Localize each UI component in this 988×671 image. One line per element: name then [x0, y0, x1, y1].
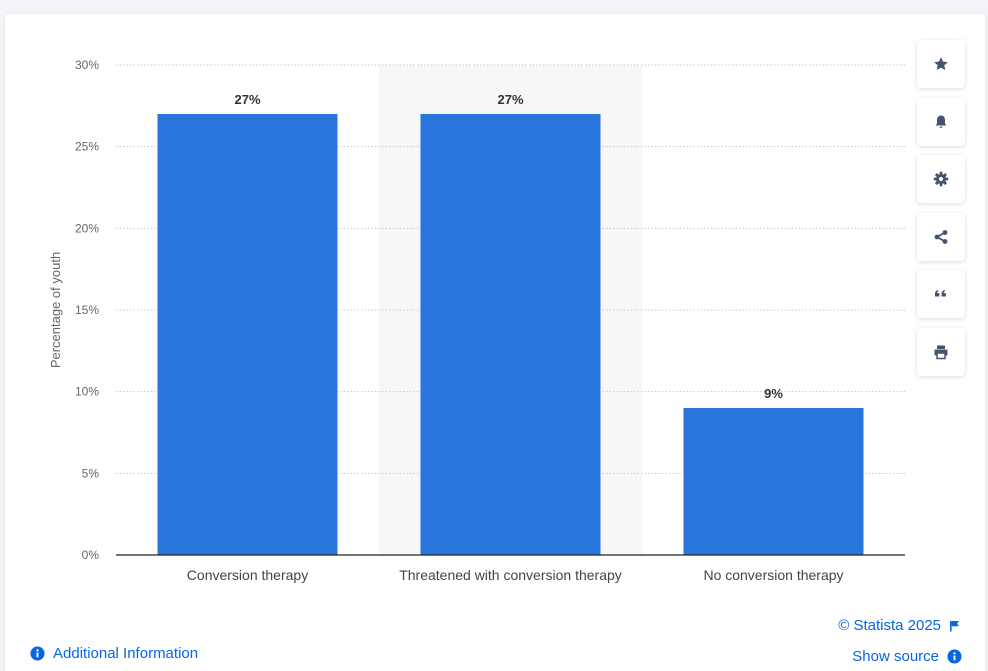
bell-icon: [935, 115, 947, 128]
bar-value-label: 27%: [234, 92, 260, 107]
credit-label: © Statista 2025: [838, 617, 941, 634]
show-source-link[interactable]: Show source: [852, 648, 962, 665]
cite-button[interactable]: [917, 270, 965, 318]
additional-information-link[interactable]: Additional Information: [30, 645, 198, 662]
y-tick-label: 15%: [75, 303, 99, 317]
bar[interactable]: [157, 114, 338, 555]
bar-value-label: 27%: [497, 92, 523, 107]
y-axis-title: Percentage of youth: [48, 252, 63, 368]
bar-value-label: 9%: [764, 386, 783, 401]
y-tick-label: 30%: [75, 58, 99, 72]
additional-information-label: Additional Information: [53, 645, 199, 662]
show-source-label: Show source: [852, 648, 939, 665]
x-category-label: Threatened with conversion therapy: [399, 567, 622, 583]
bar[interactable]: [683, 408, 864, 555]
settings-button[interactable]: [917, 155, 965, 203]
statista-credit-link[interactable]: © Statista 2025: [838, 617, 960, 634]
y-tick-label: 0%: [82, 548, 100, 562]
info-icon: [947, 649, 962, 664]
y-tick-label: 5%: [82, 466, 100, 480]
share-icon: [934, 229, 948, 244]
y-tick-label: 20%: [75, 221, 99, 235]
y-tick-label: 10%: [75, 385, 99, 399]
info-icon: [30, 646, 45, 661]
gear-icon: [933, 171, 949, 187]
notification-button[interactable]: [917, 97, 965, 146]
x-category-label: No conversion therapy: [703, 567, 843, 583]
favorite-button[interactable]: [917, 40, 965, 88]
chart-toolbar: [917, 40, 965, 385]
y-tick-label: 25%: [75, 140, 99, 154]
share-button[interactable]: [917, 212, 965, 261]
quote-icon: [935, 290, 946, 297]
star-icon: [934, 57, 948, 70]
print-button[interactable]: [917, 327, 965, 376]
print-icon: [934, 345, 948, 359]
bar[interactable]: [420, 114, 601, 555]
flag-icon: [950, 620, 959, 631]
x-category-label: Conversion therapy: [187, 567, 308, 583]
